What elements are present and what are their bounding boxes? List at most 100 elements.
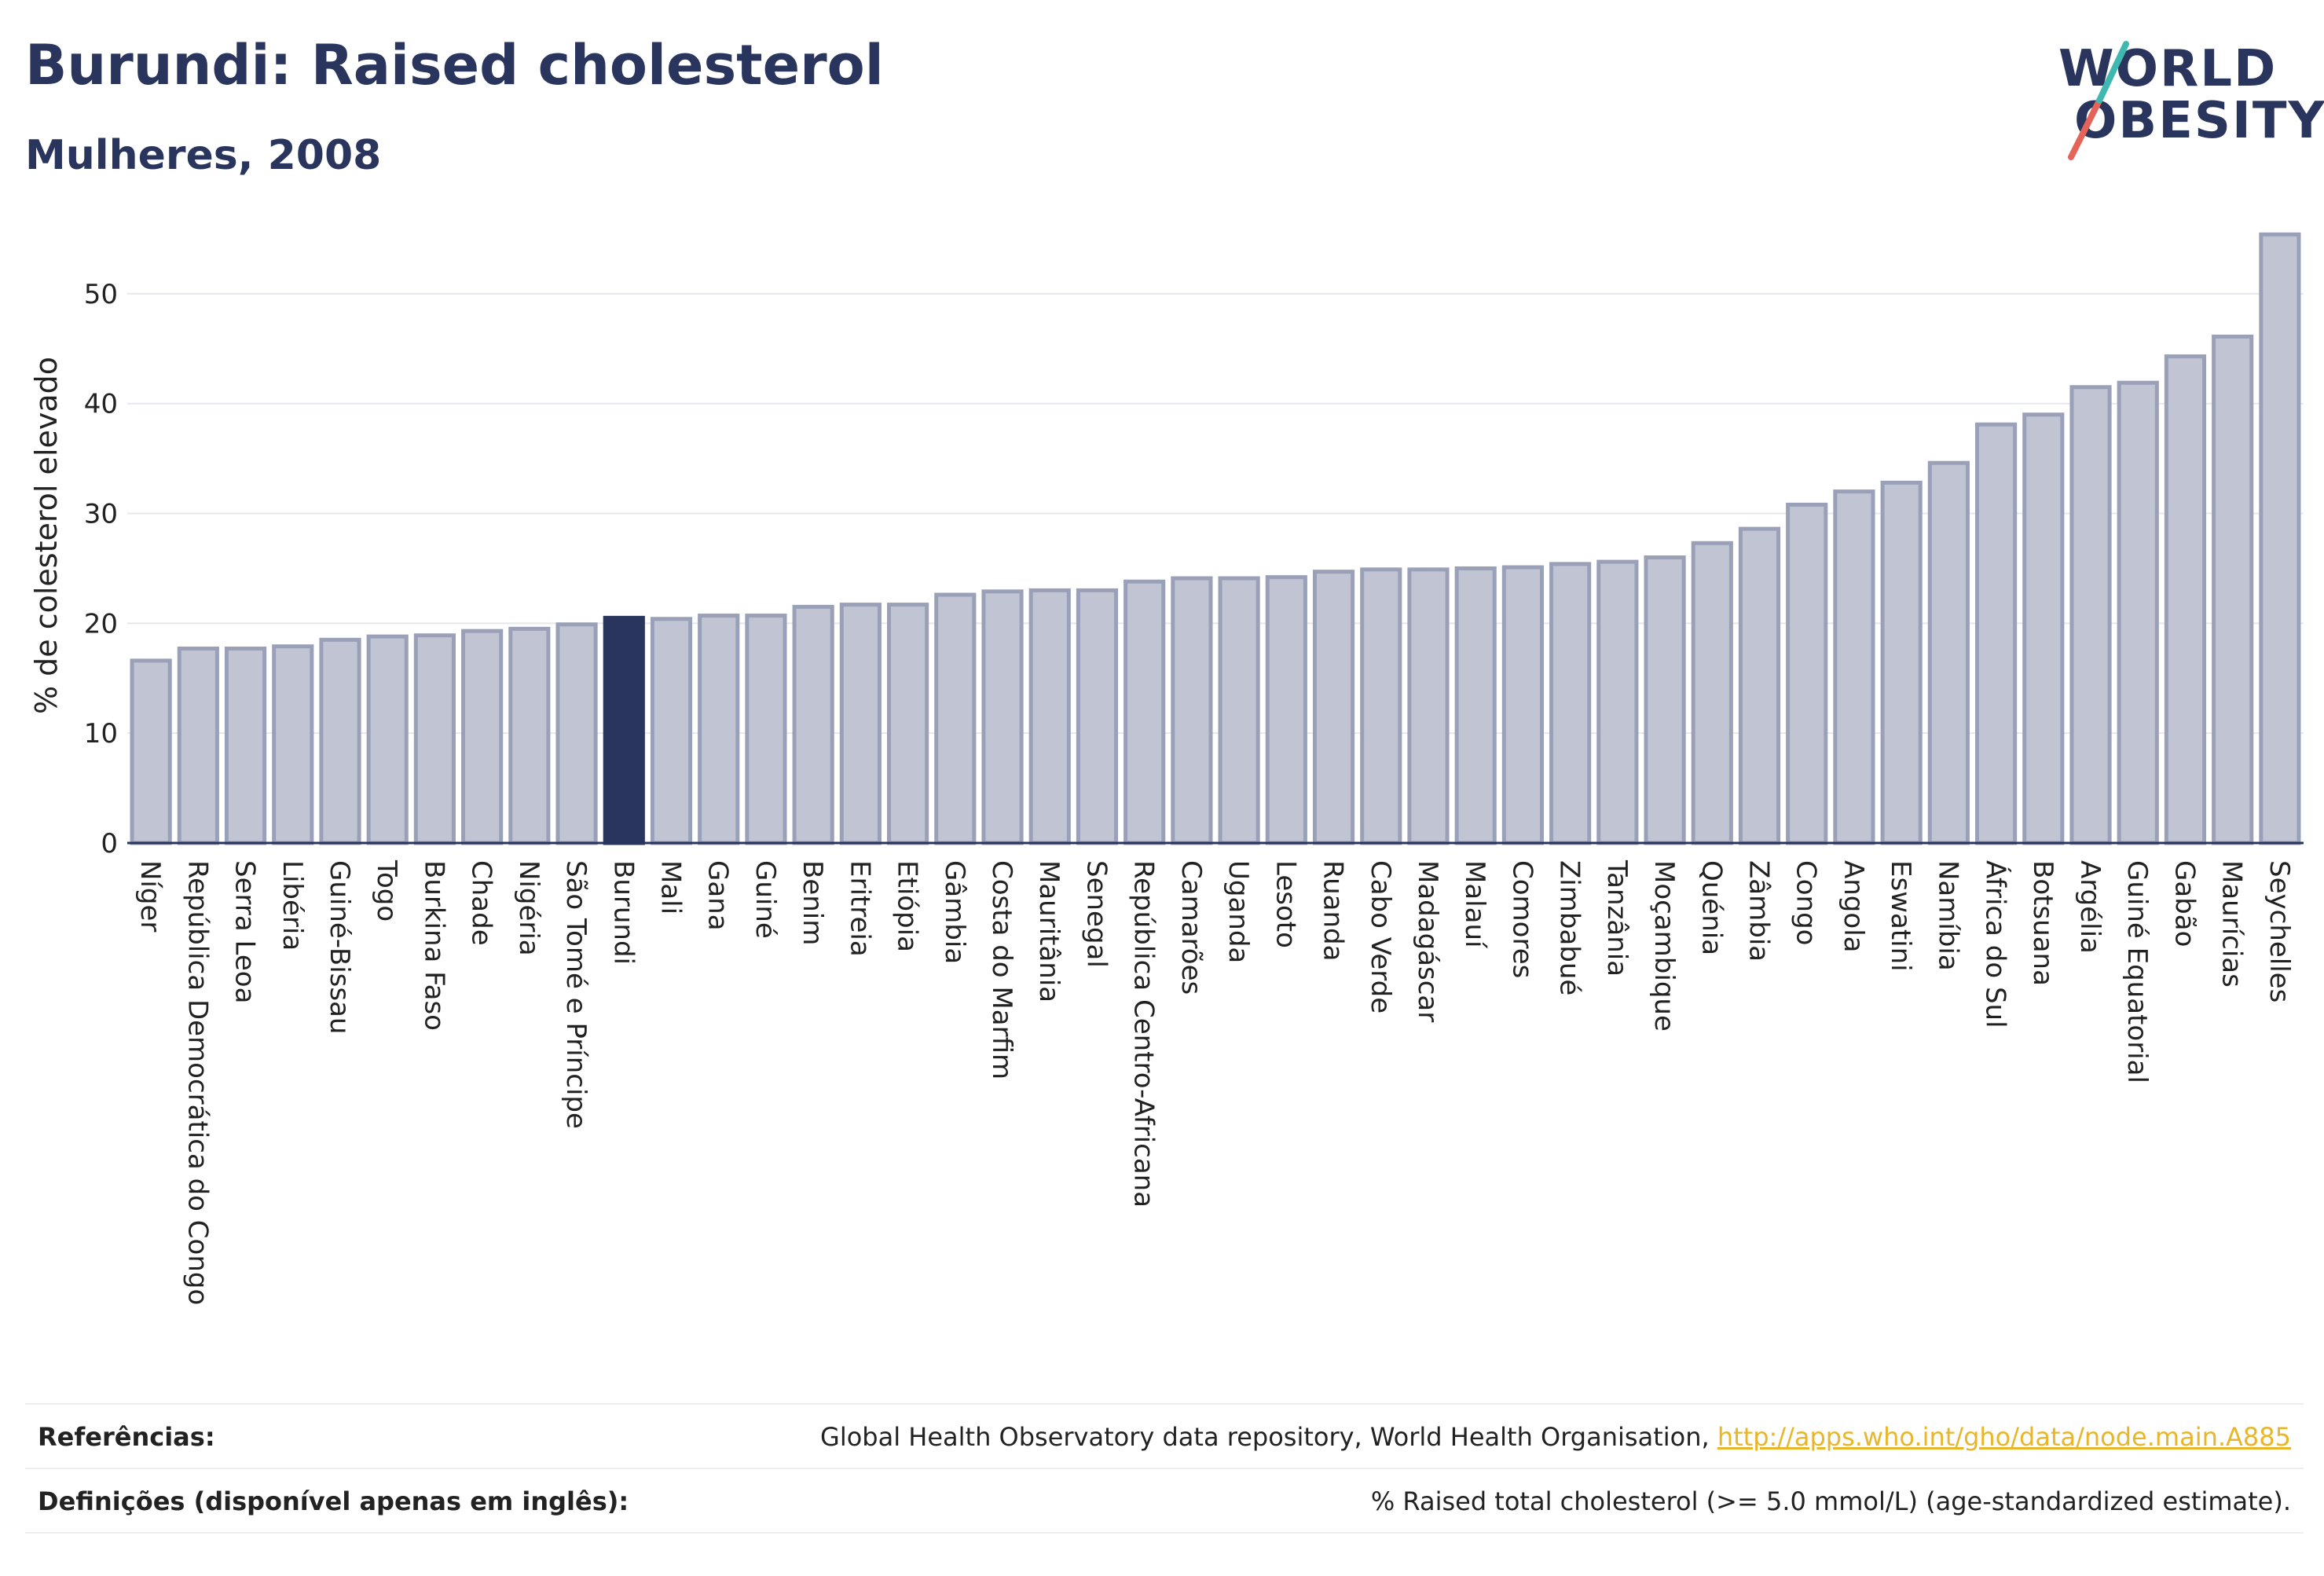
- bar-camar-es[interactable]: [1171, 576, 1213, 845]
- x-tick-label: África do Sul: [1980, 860, 2012, 1028]
- x-tick-label: Maurícias: [2216, 860, 2248, 988]
- bar-qu-nia[interactable]: [1691, 541, 1733, 845]
- x-tick-label: Burundi: [607, 860, 639, 965]
- references-link[interactable]: http://apps.who.int/gho/data/node.main.A…: [1717, 1422, 2291, 1452]
- x-tick-label: Eswatini: [1885, 860, 1916, 972]
- bar-nig-ria[interactable]: [508, 626, 551, 845]
- x-tick-label: Mauritânia: [1033, 860, 1065, 1002]
- x-tick-label: Níger: [134, 860, 166, 932]
- bar-rep-blica-centro-africana[interactable]: [1124, 579, 1166, 845]
- x-tick-label: Botsuana: [2027, 860, 2058, 986]
- x-tick-label: São Tomé e Príncipe: [560, 860, 592, 1129]
- y-axis-label: % de colesterol elevado: [29, 357, 64, 714]
- bar-mo-ambique[interactable]: [1644, 555, 1686, 845]
- x-tick-label: Nigéria: [513, 860, 544, 956]
- bar-madag-scar[interactable]: [1407, 567, 1450, 845]
- definitions-row: Definições (disponível apenas em inglês)…: [25, 1468, 2304, 1534]
- bar-guin-[interactable]: [745, 614, 787, 845]
- x-tick-label: Chade: [466, 860, 497, 946]
- x-tick-label: Seychelles: [2264, 860, 2295, 1002]
- bar-uganda[interactable]: [1218, 576, 1260, 845]
- bar-eritreia[interactable]: [839, 603, 882, 845]
- x-tick-label: Madagáscar: [1412, 860, 1443, 1022]
- bar-maurit-nia[interactable]: [1028, 588, 1071, 845]
- references-value: Global Health Observatory data repositor…: [820, 1422, 2291, 1452]
- bar-cabo-verde[interactable]: [1360, 567, 1402, 845]
- y-tick-label: 50: [84, 279, 118, 310]
- bar-eswatini[interactable]: [1880, 480, 1923, 845]
- x-tick-label: Gabão: [2168, 860, 2200, 947]
- bar-rep-blica-democr-tica-do-congo[interactable]: [177, 647, 219, 845]
- bar-gana[interactable]: [698, 614, 740, 845]
- x-tick-label: Camarões: [1175, 860, 1207, 995]
- y-tick-label: 10: [84, 718, 118, 750]
- bar-eti-pia[interactable]: [887, 603, 929, 845]
- bar-togo[interactable]: [366, 634, 409, 845]
- bar-g-mbia[interactable]: [934, 592, 977, 845]
- x-tick-label: Angola: [1838, 860, 1869, 952]
- bar-guin-bissau[interactable]: [319, 637, 361, 845]
- x-tick-label: Namíbia: [1932, 860, 1963, 971]
- references-label: Referências:: [38, 1422, 215, 1452]
- logo-slash-icon: [2068, 41, 2129, 160]
- x-tick-label: Comores: [1506, 860, 1538, 978]
- x-tick-label: Mali: [655, 860, 687, 914]
- x-tick-label: Burkina Faso: [418, 860, 449, 1031]
- x-tick-label: Gâmbia: [939, 860, 970, 964]
- x-tick-label: Serra Leoa: [229, 860, 261, 1003]
- bar-malau-[interactable]: [1454, 566, 1497, 845]
- bar-zimbabu-[interactable]: [1549, 562, 1592, 845]
- bar-costa-do-marfim[interactable]: [981, 589, 1024, 845]
- bar-z-mbia[interactable]: [1738, 526, 1781, 845]
- bar-angola[interactable]: [1833, 489, 1875, 845]
- bar-benim[interactable]: [792, 604, 834, 845]
- definitions-label: Definições (disponível apenas em inglês)…: [38, 1486, 629, 1516]
- x-tick-label: Ruanda: [1318, 860, 1349, 961]
- bar--frica-do-sul[interactable]: [1975, 422, 2018, 845]
- bar-gab-o[interactable]: [2164, 354, 2207, 845]
- bar-congo[interactable]: [1786, 502, 1828, 845]
- x-tick-label: República Centro-Africana: [1128, 860, 1160, 1208]
- x-tick-label: Guiné-Bissau: [324, 860, 355, 1034]
- bar-chade[interactable]: [461, 629, 504, 845]
- bar-s-o-tom-e-pr-ncipe[interactable]: [555, 622, 598, 845]
- x-tick-label: Congo: [1791, 860, 1822, 945]
- bar-seychelles[interactable]: [2259, 232, 2301, 845]
- page-title: Burundi: Raised cholesterol: [25, 33, 884, 97]
- bar-tanz-nia[interactable]: [1596, 559, 1639, 845]
- x-tick-label: Guiné Equatorial: [2121, 860, 2153, 1083]
- bar-n-ger[interactable]: [130, 658, 172, 845]
- references-text: Global Health Observatory data repositor…: [820, 1422, 1717, 1452]
- bar-senegal[interactable]: [1076, 588, 1119, 845]
- x-tick-label: Guiné: [750, 860, 781, 939]
- page-subtitle: Mulheres, 2008: [25, 132, 382, 179]
- x-tick-label: Lesoto: [1270, 860, 1301, 948]
- x-tick-label: Eritreia: [844, 860, 875, 957]
- bar-chart: 0 10 20 30 40 50 % de colesterol elevado Níger R…: [29, 232, 2304, 1305]
- bar-serra-leoa[interactable]: [224, 647, 267, 845]
- bar-ruanda[interactable]: [1312, 570, 1355, 845]
- x-tick-label: Libéria: [277, 860, 308, 951]
- bar-mali[interactable]: [650, 617, 693, 845]
- bar-lesoto[interactable]: [1265, 575, 1307, 845]
- y-tick-label: 0: [101, 828, 118, 859]
- y-tick-label: 40: [84, 389, 118, 420]
- bar-nam-bia[interactable]: [1927, 460, 1970, 845]
- logo-line-1: WORLD: [2058, 40, 2278, 98]
- x-tick-label: Gana: [702, 860, 734, 931]
- bar-arg-lia[interactable]: [2069, 385, 2112, 845]
- bar-botsuana[interactable]: [2022, 412, 2065, 845]
- bar-burkina-faso[interactable]: [413, 633, 456, 845]
- bar-maur-cias[interactable]: [2212, 334, 2254, 845]
- logo-line-2: OBESITY: [2074, 92, 2324, 150]
- x-tick-label: Senegal: [1080, 860, 1112, 968]
- world-obesity-logo: WORLD OBESITY: [2043, 39, 2324, 173]
- x-tick-label: República Democrática do Congo: [181, 860, 213, 1305]
- y-tick-label: 20: [84, 608, 118, 640]
- x-tick-label: Argélia: [2074, 860, 2106, 954]
- bar-burundi[interactable]: [603, 615, 645, 845]
- bar-guin-equatorial[interactable]: [2117, 380, 2159, 845]
- bar-comores[interactable]: [1501, 565, 1544, 845]
- bar-lib-ria[interactable]: [272, 644, 314, 845]
- x-tick-label: Etiópia: [892, 860, 923, 952]
